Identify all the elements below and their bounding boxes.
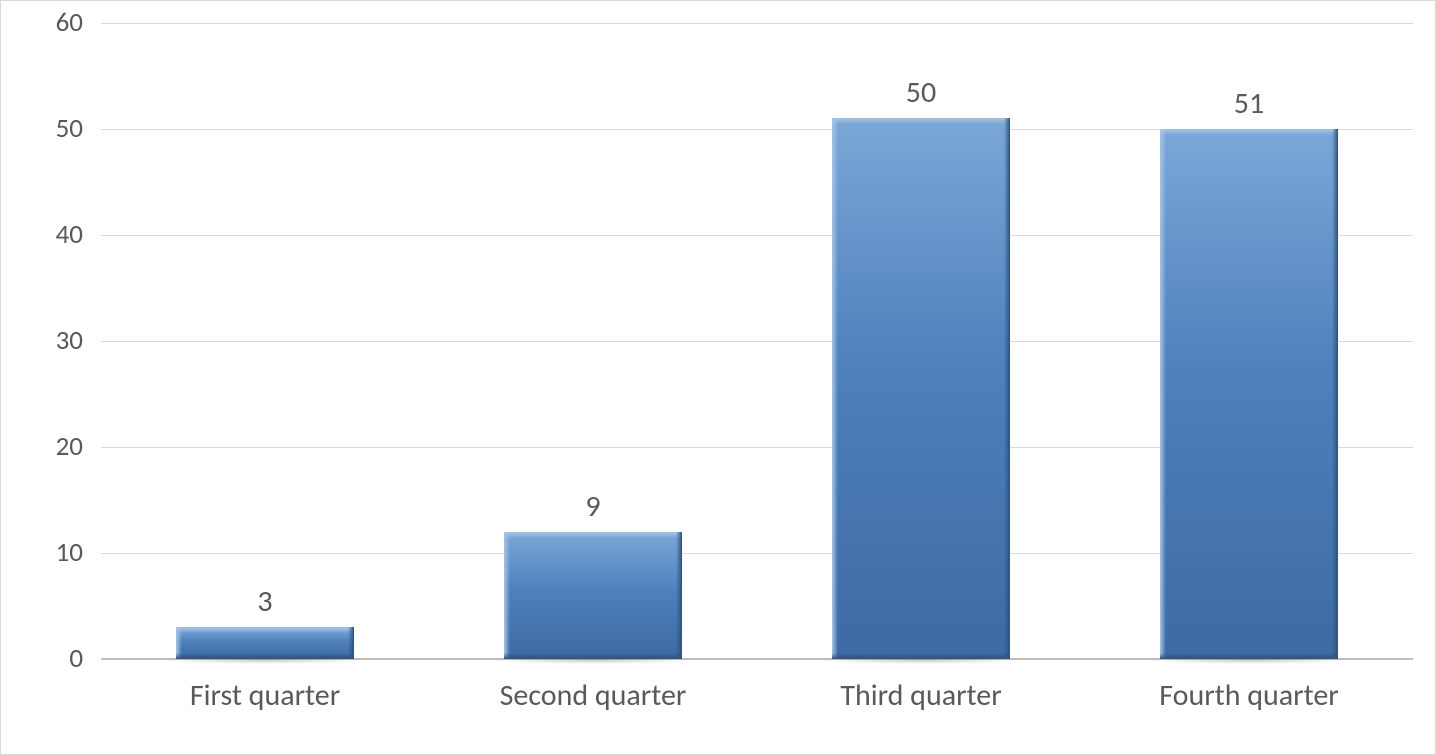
y-tick-label: 50	[1, 112, 83, 145]
bar-chart: 3 9 50 51 0 10 20 30 40 50 60 First quarterSecond …	[0, 0, 1436, 755]
bar	[832, 118, 1009, 659]
x-category-label: First quarter	[101, 677, 429, 714]
y-tick-label: 0	[1, 642, 83, 675]
data-label: 50	[832, 74, 1009, 111]
x-category-label: Fourth quarter	[1085, 677, 1413, 714]
x-category-label: Third quarter	[757, 677, 1085, 714]
y-tick-label: 60	[1, 6, 83, 39]
bar	[1160, 129, 1337, 659]
bar	[504, 532, 681, 659]
y-tick-label: 30	[1, 324, 83, 357]
y-tick-label: 20	[1, 430, 83, 463]
bar	[176, 627, 353, 659]
gridline	[101, 23, 1413, 24]
data-label: 3	[176, 583, 353, 620]
data-label: 51	[1160, 85, 1337, 122]
x-category-label: Second quarter	[429, 677, 757, 714]
y-tick-label: 10	[1, 536, 83, 569]
y-tick-label: 40	[1, 218, 83, 251]
data-label: 9	[504, 488, 681, 525]
plot-area: 3 9 50 51	[101, 23, 1413, 659]
